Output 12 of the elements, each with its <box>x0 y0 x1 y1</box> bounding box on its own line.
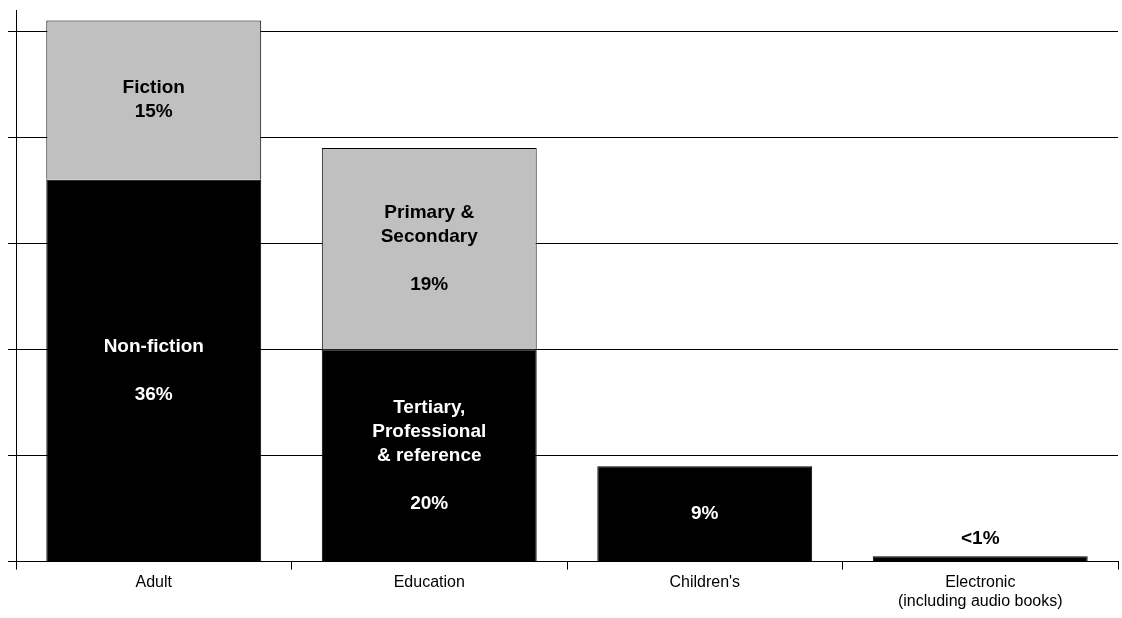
text: Tertiary, Professional & reference 20% <box>372 395 487 513</box>
text: Non-fiction 36% <box>103 334 204 404</box>
x-tick-label: Education <box>393 572 465 590</box>
data-label: Fiction 15% <box>122 76 185 122</box>
bar <box>872 556 1088 562</box>
bar <box>597 466 813 562</box>
data-label: 9% <box>691 501 719 523</box>
data-label: <1% <box>960 526 1000 548</box>
text: Primary & Secondary 19% <box>380 200 478 294</box>
x-tick-label: Electronic (including audio books) <box>897 572 1063 609</box>
x-tick-label: Children's <box>669 572 741 590</box>
x-tick-label: Adult <box>135 572 173 590</box>
